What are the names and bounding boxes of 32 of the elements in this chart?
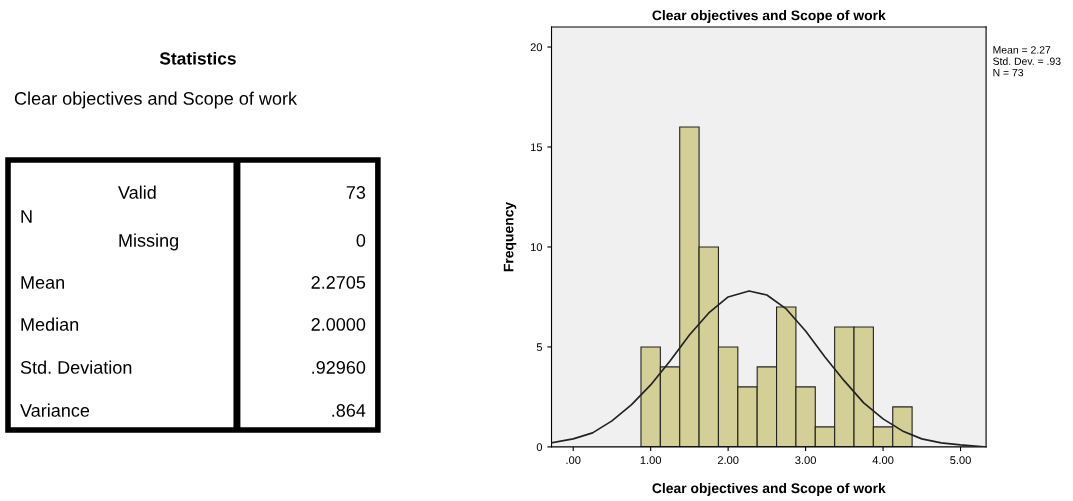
- x-axis-title: Clear objectives and Scope of work: [652, 482, 886, 496]
- text: 2.0000: [311, 318, 366, 331]
- x-tick-label: 5.00: [950, 456, 971, 465]
- text: Missing: [119, 233, 178, 251]
- text: Clear objectives and Scope of work: [14, 91, 298, 109]
- y-tick-label: 0: [536, 443, 543, 452]
- y-tick-label: 15: [530, 143, 543, 152]
- text: .864: [332, 404, 366, 417]
- text: Variance: [20, 403, 90, 417]
- text: Std. Dev. = .93: [993, 57, 1061, 65]
- y-tick-label: 10: [530, 243, 543, 252]
- x-tick-label: 1.00: [640, 456, 662, 465]
- text: N = 73: [993, 68, 1024, 77]
- y-tick-label: 5: [536, 343, 543, 352]
- y-axis-title: Frequency: [503, 201, 517, 272]
- text: .92960: [312, 361, 366, 374]
- x-tick-label: 3.00: [795, 456, 816, 465]
- x-tick-label: 2.00: [717, 456, 739, 465]
- y-tick-label: 20: [530, 43, 543, 52]
- text: Mean: [21, 276, 64, 289]
- x-tick-label: .00: [566, 456, 581, 465]
- text: 73: [346, 186, 366, 199]
- text: Valid: [118, 185, 156, 199]
- chart-title: Clear objectives and Scope of work: [652, 10, 886, 23]
- text: 2.2705: [311, 276, 366, 289]
- text: Statistics: [159, 51, 236, 65]
- text: Median: [21, 317, 79, 331]
- text: N: [21, 210, 32, 223]
- text: 0: [356, 234, 366, 247]
- x-tick-label: 4.00: [872, 456, 894, 465]
- text: Mean = 2.27: [993, 46, 1051, 54]
- text: Std. Deviation: [20, 360, 132, 374]
